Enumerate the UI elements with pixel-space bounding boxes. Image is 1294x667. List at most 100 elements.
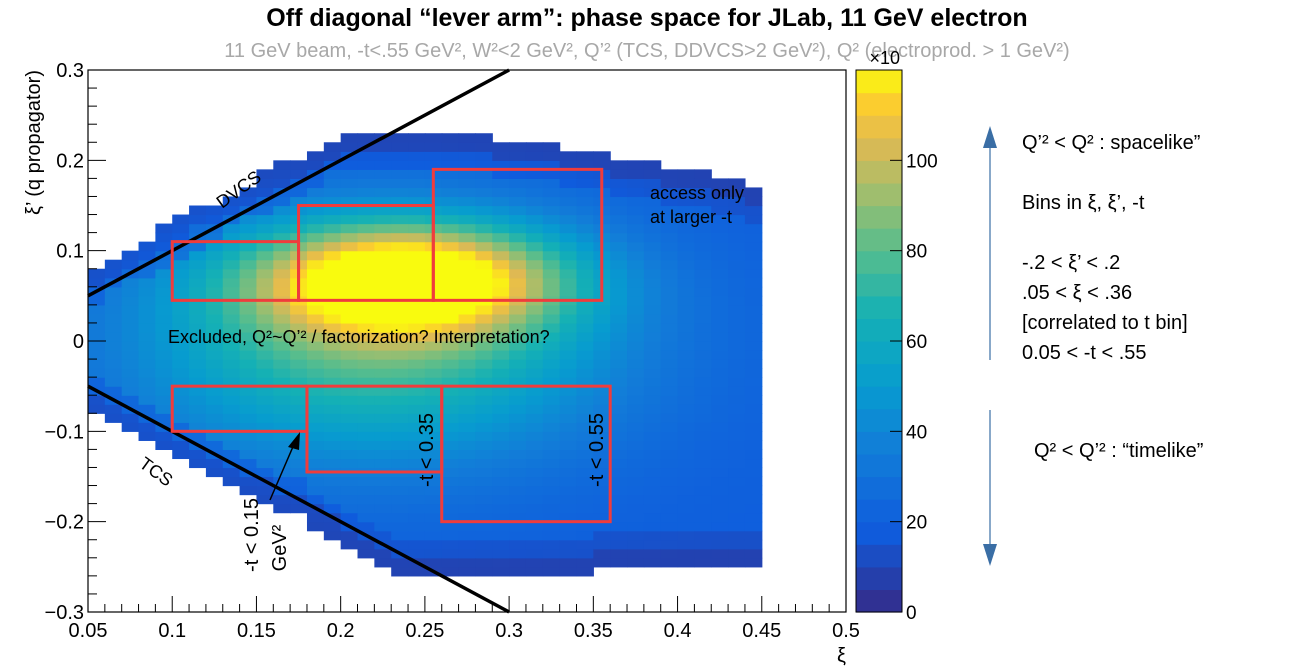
- heatmap-cell: [576, 313, 594, 324]
- heatmap-cell: [728, 187, 746, 198]
- heatmap-cell: [610, 368, 628, 378]
- heatmap-cell: [273, 449, 291, 460]
- heatmap-cell: [189, 449, 207, 460]
- heatmap-cell: [441, 530, 460, 541]
- heatmap-cell: [340, 322, 359, 333]
- heatmap-cell: [509, 142, 527, 152]
- heatmap-cell: [239, 386, 258, 396]
- heatmap-cell: [542, 259, 561, 270]
- heatmap-cell: [323, 503, 342, 514]
- heatmap-cell: [256, 350, 274, 360]
- heatmap-cell: [408, 331, 426, 342]
- heatmap-cell: [677, 494, 695, 505]
- heatmap-cell: [627, 169, 645, 179]
- heatmap-cell: [576, 530, 594, 541]
- heatmap-cell: [627, 413, 645, 423]
- heatmap-cell: [138, 331, 156, 342]
- heatmap-cell: [744, 521, 763, 532]
- heatmap-cell: [728, 268, 746, 279]
- heatmap-cell: [441, 485, 460, 496]
- heatmap-cell: [509, 494, 527, 505]
- heatmap-cell: [728, 196, 746, 207]
- heatmap-cell: [340, 341, 359, 351]
- heatmap-cell: [728, 205, 746, 216]
- heatmap-cell: [475, 250, 493, 261]
- heatmap-cell: [290, 350, 308, 360]
- heatmap-cell: [643, 494, 662, 505]
- heatmap-cell: [357, 458, 375, 469]
- heatmap-cell: [306, 440, 325, 450]
- heatmap-cell: [205, 431, 224, 441]
- heatmap-cell: [660, 304, 679, 315]
- heatmap-cell: [711, 214, 729, 225]
- heatmap-cell: [744, 205, 763, 216]
- heatmap-cell: [509, 313, 527, 324]
- heatmap-cell: [222, 467, 241, 478]
- heatmap-cell: [525, 548, 544, 559]
- heatmap-cell: [610, 395, 628, 405]
- heatmap-cell: [138, 295, 156, 306]
- heatmap-cell: [728, 331, 746, 342]
- heatmap-cell: [172, 377, 190, 387]
- heatmap-cell: [408, 422, 426, 432]
- heatmap-cell: [593, 160, 611, 170]
- heatmap-cell: [492, 341, 510, 351]
- heatmap-cell: [374, 386, 392, 396]
- heatmap-cell: [643, 160, 662, 170]
- heatmap-cell: [694, 458, 712, 469]
- heatmap-cell: [357, 548, 375, 559]
- heatmap-cell: [694, 341, 712, 351]
- heatmap-cell: [593, 476, 611, 487]
- heatmap-cell: [475, 539, 493, 550]
- heatmap-cell: [424, 341, 443, 351]
- heatmap-cell: [374, 422, 392, 432]
- heatmap-cell: [593, 557, 611, 568]
- heatmap-cell: [660, 331, 679, 342]
- heatmap-cell: [509, 223, 527, 234]
- heatmap-cell: [256, 241, 274, 252]
- heatmap-cell: [441, 386, 460, 396]
- heatmap-cell: [643, 395, 662, 405]
- heatmap-cell: [323, 286, 342, 297]
- heatmap-cell: [643, 521, 662, 532]
- heatmap-cell: [509, 277, 527, 288]
- heatmap-cell: [643, 313, 662, 324]
- heatmap-cell: [121, 413, 140, 423]
- heatmap-cell: [492, 458, 510, 469]
- x-tick-label: 0.45: [742, 620, 781, 642]
- heatmap-cell: [492, 449, 510, 460]
- heatmap-cell: [694, 422, 712, 432]
- heatmap-cell: [189, 268, 207, 279]
- heatmap-cell: [323, 386, 342, 396]
- heatmap-cell: [357, 304, 375, 315]
- heatmap-cell: [525, 214, 544, 225]
- colorbar-segment: [856, 453, 902, 478]
- heatmap-cell: [660, 404, 679, 414]
- heatmap-cell: [576, 548, 594, 559]
- chart-title: Off diagonal “lever arm”: phase space fo…: [266, 4, 1028, 32]
- heatmap-cell: [559, 566, 578, 577]
- heatmap-cell: [525, 368, 544, 378]
- heatmap-cell: [441, 539, 460, 550]
- heatmap-cell: [694, 214, 712, 225]
- heatmap-cell: [357, 341, 375, 351]
- heatmap-cell: [660, 557, 679, 568]
- heatmap-cell: [222, 404, 241, 414]
- heatmap-cell: [525, 557, 544, 568]
- heatmap-cell: [610, 431, 628, 441]
- heatmap-cell: [610, 413, 628, 423]
- heatmap-cell: [492, 395, 510, 405]
- heatmap-cell: [660, 250, 679, 261]
- timelike-arrow-head: [983, 544, 997, 566]
- heatmap-cell: [306, 313, 325, 324]
- heatmap-cell: [323, 341, 342, 351]
- heatmap-cell: [660, 395, 679, 405]
- xi-range-note: .05 < ξ < .36: [1022, 282, 1133, 304]
- spacelike-arrow-head: [983, 126, 997, 148]
- heatmap-cell: [643, 431, 662, 441]
- heatmap-cell: [744, 413, 763, 423]
- heatmap-cell: [525, 530, 544, 541]
- heatmap-cell: [357, 313, 375, 324]
- heatmap-cell: [509, 413, 527, 423]
- heatmap-cell: [593, 485, 611, 496]
